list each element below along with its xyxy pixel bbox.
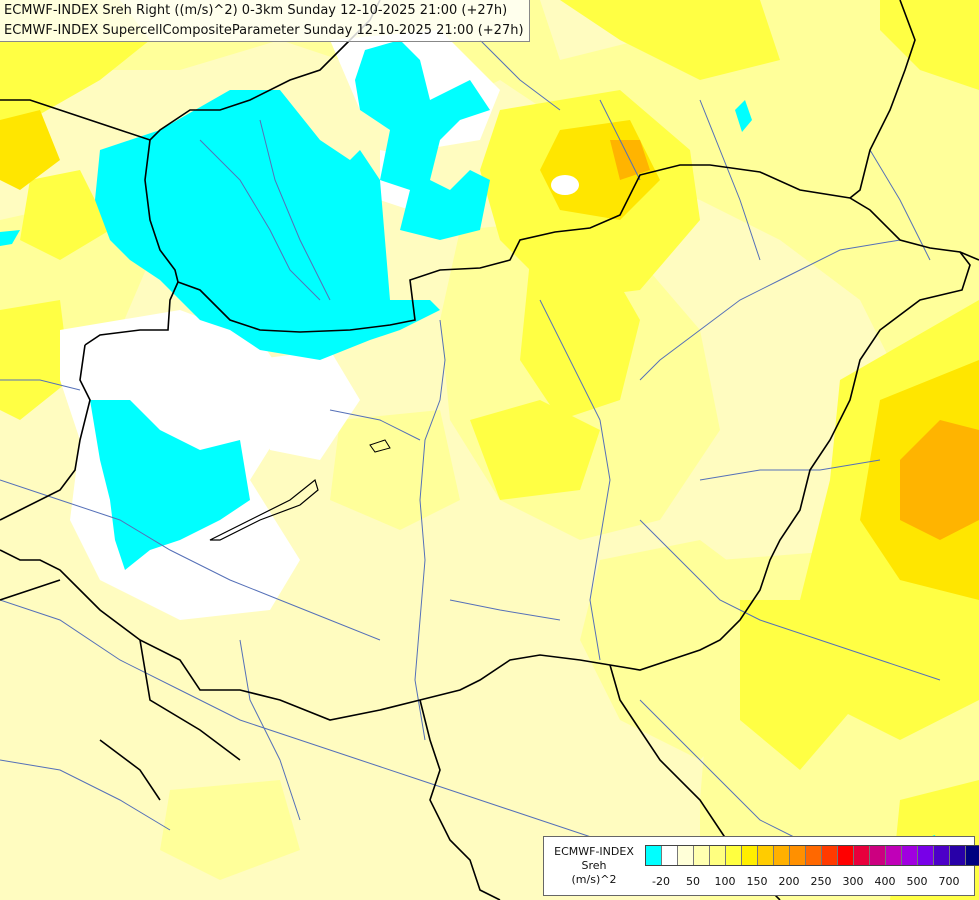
legend-swatch [838,846,854,865]
legend-caption-source: ECMWF-INDEX [554,845,634,858]
legend-swatch [902,846,918,865]
legend-tick-label: 100 [714,875,736,888]
map-title-box: ECMWF-INDEX Sreh Right ((m/s)^2) 0-3km S… [0,0,530,42]
slovakia-border [0,0,381,141]
legend-tick-label: 250 [810,875,832,888]
legend-swatch [934,846,950,865]
legend-tick-label: -20 [652,875,670,888]
legend-swatch [726,846,742,865]
lake-outline [209,478,319,541]
legend-tick-label: 400 [874,875,896,888]
legend-swatch [758,846,774,865]
hungary-border [0,164,971,721]
legend-swatch [886,846,902,865]
legend-tick-label: 200 [778,875,800,888]
legend-swatch [774,846,790,865]
color-legend: ECMWF-INDEX Sreh (m/s)^2 -20 50 100 150 200 2… [543,836,979,896]
legend-swatch [950,846,966,865]
legend-swatch [646,846,662,865]
map-title-line-1: ECMWF-INDEX Sreh Right ((m/s)^2) 0-3km S… [4,3,508,18]
legend-tick-labels: -20 50 100 150 200 250 300 400 500 700 [645,875,967,889]
legend-swatch [742,846,758,865]
legend-swatch [854,846,870,865]
legend-caption: ECMWF-INDEX Sreh (m/s)^2 [544,845,644,887]
legend-swatch [806,846,822,865]
legend-caption-unit: (m/s)^2 [571,873,617,886]
legend-swatch [710,846,726,865]
legend-tick-label: 150 [746,875,768,888]
legend-tick-label: 500 [906,875,928,888]
legend-color-bar [645,845,979,866]
legend-tick-label: 700 [938,875,960,888]
legend-swatch [678,846,694,865]
serbia-border [419,699,501,900]
romania-border [959,251,979,261]
legend-tick-label: 50 [686,875,700,888]
legend-swatch [918,846,934,865]
legend-swatch [662,846,678,865]
legend-swatch [790,846,806,865]
legend-caption-variable: Sreh [581,859,607,872]
legend-tick-label: 300 [842,875,864,888]
legend-swatch [870,846,886,865]
legend-swatch [694,846,710,865]
map-title-line-2: ECMWF-INDEX SupercellCompositeParameter … [4,23,524,38]
river-network [0,39,941,841]
legend-swatch [822,846,838,865]
legend-swatch [966,846,979,865]
